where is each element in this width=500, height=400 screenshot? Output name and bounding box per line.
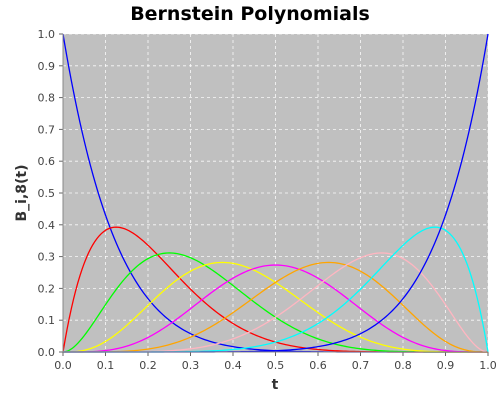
y-tick-label: 0.4 <box>38 219 56 232</box>
y-tick-label: 0.6 <box>38 155 56 168</box>
x-tick-label: 0.7 <box>352 359 370 372</box>
x-tick-label: 0.4 <box>224 359 242 372</box>
x-tick-label: 1.0 <box>479 359 497 372</box>
series-line-4 <box>63 264 488 353</box>
x-tick-label: 0.0 <box>54 359 72 372</box>
x-tick-label: 0.5 <box>267 359 285 372</box>
axes <box>59 33 489 356</box>
y-tick-label: 0.1 <box>38 314 56 327</box>
y-tick-label: 0.3 <box>38 251 56 264</box>
x-tick-labels: 0.0 0.1 0.2 0.3 0.4 0.5 0.6 0.7 0.8 0.9 1.0 <box>54 359 497 372</box>
x-tick-label: 0.2 <box>139 359 157 372</box>
x-tick-label: 0.3 <box>182 359 200 372</box>
x-tick-label: 0.8 <box>394 359 412 372</box>
y-tick-label: 0.2 <box>38 282 56 295</box>
y-tick-label: 1.0 <box>38 28 56 41</box>
y-tick-labels: 0.0 0.1 0.2 0.3 0.4 0.5 0.6 0.7 0.8 0.9 1.0 <box>38 28 56 359</box>
y-tick-label: 0.7 <box>38 123 56 136</box>
y-tick-label: 0.0 <box>38 346 56 359</box>
y-tick-label: 0.8 <box>38 92 56 105</box>
y-tick-label: 0.5 <box>38 187 56 200</box>
x-tick-label: 0.1 <box>97 359 115 372</box>
y-tick-label: 0.9 <box>38 60 56 73</box>
grid-lines <box>62 33 489 353</box>
chart-title: Bernstein Polynomials <box>130 3 370 25</box>
y-axis-label: B_i,8(t) <box>14 164 30 221</box>
x-axis-label: t <box>272 377 279 393</box>
series-line-5 <box>63 261 488 353</box>
x-tick-label: 0.9 <box>437 359 455 372</box>
x-tick-label: 0.6 <box>309 359 327 372</box>
